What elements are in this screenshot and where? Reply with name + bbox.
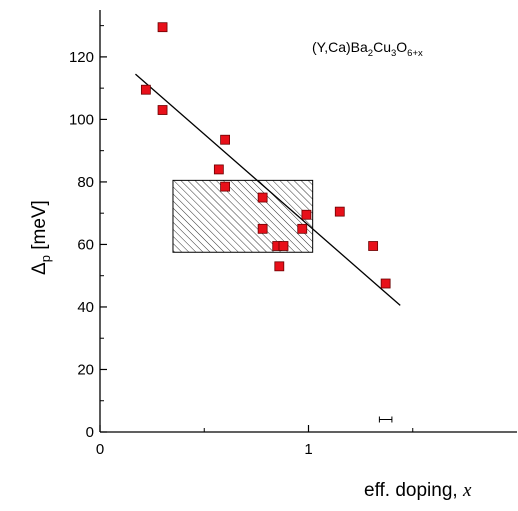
data-point-3 [220,134,231,145]
data-point-9 [278,241,289,251]
y-tick-label-4: 80 [77,174,94,191]
data-point-6 [257,192,268,203]
y-ticks: 0 20 40 60 80 100 120 [69,25,107,441]
data-point-14 [368,241,379,251]
data-point-5 [220,181,231,192]
data-point-15 [380,278,391,289]
y-axis-label-symbol: Δ [29,262,50,275]
error-bar [378,416,393,423]
data-point-2 [157,105,168,115]
y-tick-label-2: 40 [77,299,94,316]
x-tick-label-1: 1 [304,441,312,458]
y-tick-label-1: 20 [77,361,94,378]
data-point-13 [334,206,345,217]
data-point-4 [213,164,224,175]
shaded-region [172,179,314,253]
formula-part-1: Cu [373,39,391,55]
data-point-0 [157,22,168,33]
fit-line [135,73,401,306]
y-axis-label-unit: [meV] [29,200,50,255]
y-tick-label-6: 120 [69,49,94,66]
formula-part-0: (Y,Ca)Ba [312,39,368,55]
y-tick-label-0: 0 [86,424,94,441]
y-tick-label-5: 100 [69,111,94,128]
data-point-10 [274,261,285,272]
formula-part-2: O [396,39,407,55]
x-axis-label: eff. doping, x [364,480,472,501]
y-axis-label: Δp [meV] [29,200,53,275]
data-point-11 [297,223,308,234]
formula-label: (Y,Ca)Ba2Cu3O6+x [312,39,423,59]
x-axis-label-var: x [462,480,472,501]
formula-sub-0: 2 [368,48,373,59]
formula-sub-1: 3 [391,48,396,59]
data-points [140,22,391,289]
x-tick-label-0: 0 [96,441,104,458]
data-point-7 [257,223,268,234]
y-axis-label-sub: p [38,255,53,262]
data-point-12 [301,209,312,220]
formula-sub-2: 6+x [407,48,423,59]
data-point-1 [140,84,151,95]
y-tick-label-3: 60 [77,236,94,253]
x-axis-label-text: eff. doping, [364,480,463,501]
